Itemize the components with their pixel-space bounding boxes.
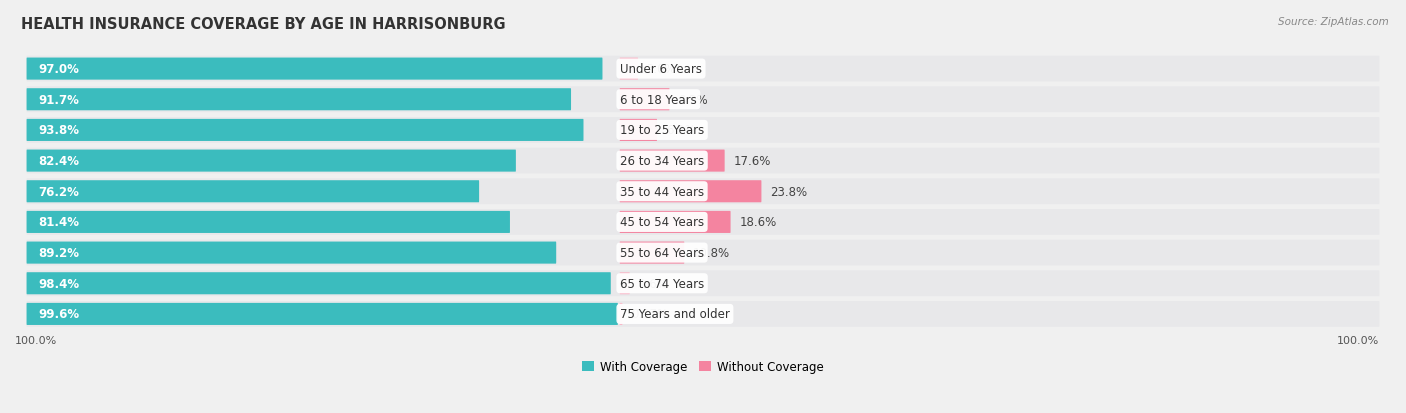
- FancyBboxPatch shape: [620, 150, 724, 172]
- Text: 75 Years and older: 75 Years and older: [620, 308, 730, 320]
- FancyBboxPatch shape: [620, 273, 630, 294]
- FancyBboxPatch shape: [27, 148, 1379, 174]
- Text: 98.4%: 98.4%: [39, 277, 80, 290]
- Text: 55 to 64 Years: 55 to 64 Years: [620, 247, 704, 259]
- FancyBboxPatch shape: [27, 58, 602, 81]
- FancyBboxPatch shape: [620, 58, 638, 81]
- Text: 17.6%: 17.6%: [734, 155, 770, 168]
- FancyBboxPatch shape: [27, 240, 1379, 266]
- Text: 19 to 25 Years: 19 to 25 Years: [620, 124, 704, 137]
- Text: 18.6%: 18.6%: [740, 216, 776, 229]
- FancyBboxPatch shape: [27, 120, 583, 142]
- FancyBboxPatch shape: [620, 120, 657, 142]
- Text: 10.8%: 10.8%: [693, 247, 730, 259]
- FancyBboxPatch shape: [620, 89, 669, 111]
- Text: 99.6%: 99.6%: [39, 308, 80, 320]
- FancyBboxPatch shape: [27, 303, 617, 325]
- Text: 89.2%: 89.2%: [39, 247, 80, 259]
- Text: 100.0%: 100.0%: [15, 336, 58, 346]
- Text: 82.4%: 82.4%: [39, 155, 80, 168]
- FancyBboxPatch shape: [27, 209, 1379, 235]
- Text: 6 to 18 Years: 6 to 18 Years: [620, 93, 697, 107]
- Text: 0.37%: 0.37%: [631, 308, 668, 320]
- Text: HEALTH INSURANCE COVERAGE BY AGE IN HARRISONBURG: HEALTH INSURANCE COVERAGE BY AGE IN HARR…: [21, 17, 506, 31]
- Text: 65 to 74 Years: 65 to 74 Years: [620, 277, 704, 290]
- FancyBboxPatch shape: [620, 303, 623, 325]
- FancyBboxPatch shape: [620, 181, 762, 203]
- FancyBboxPatch shape: [27, 271, 1379, 297]
- FancyBboxPatch shape: [27, 179, 1379, 204]
- FancyBboxPatch shape: [620, 211, 731, 233]
- Text: 6.2%: 6.2%: [665, 124, 696, 137]
- FancyBboxPatch shape: [27, 242, 557, 264]
- Text: 8.3%: 8.3%: [678, 93, 707, 107]
- Text: 97.0%: 97.0%: [39, 63, 80, 76]
- FancyBboxPatch shape: [27, 87, 1379, 113]
- Legend: With Coverage, Without Coverage: With Coverage, Without Coverage: [582, 360, 824, 373]
- FancyBboxPatch shape: [27, 150, 516, 172]
- FancyBboxPatch shape: [620, 242, 685, 264]
- Text: 3.0%: 3.0%: [647, 63, 676, 76]
- Text: Under 6 Years: Under 6 Years: [620, 63, 702, 76]
- FancyBboxPatch shape: [27, 211, 510, 233]
- Text: 76.2%: 76.2%: [39, 185, 80, 198]
- Text: 100.0%: 100.0%: [1337, 336, 1379, 346]
- Text: 91.7%: 91.7%: [39, 93, 80, 107]
- FancyBboxPatch shape: [27, 89, 571, 111]
- Text: 35 to 44 Years: 35 to 44 Years: [620, 185, 704, 198]
- Text: 93.8%: 93.8%: [39, 124, 80, 137]
- FancyBboxPatch shape: [27, 57, 1379, 82]
- Text: 1.6%: 1.6%: [638, 277, 668, 290]
- Text: 45 to 54 Years: 45 to 54 Years: [620, 216, 704, 229]
- FancyBboxPatch shape: [27, 181, 479, 203]
- Text: 81.4%: 81.4%: [39, 216, 80, 229]
- FancyBboxPatch shape: [27, 118, 1379, 143]
- Text: Source: ZipAtlas.com: Source: ZipAtlas.com: [1278, 17, 1389, 26]
- FancyBboxPatch shape: [27, 301, 1379, 327]
- FancyBboxPatch shape: [27, 273, 610, 294]
- Text: 26 to 34 Years: 26 to 34 Years: [620, 155, 704, 168]
- Text: 23.8%: 23.8%: [770, 185, 807, 198]
